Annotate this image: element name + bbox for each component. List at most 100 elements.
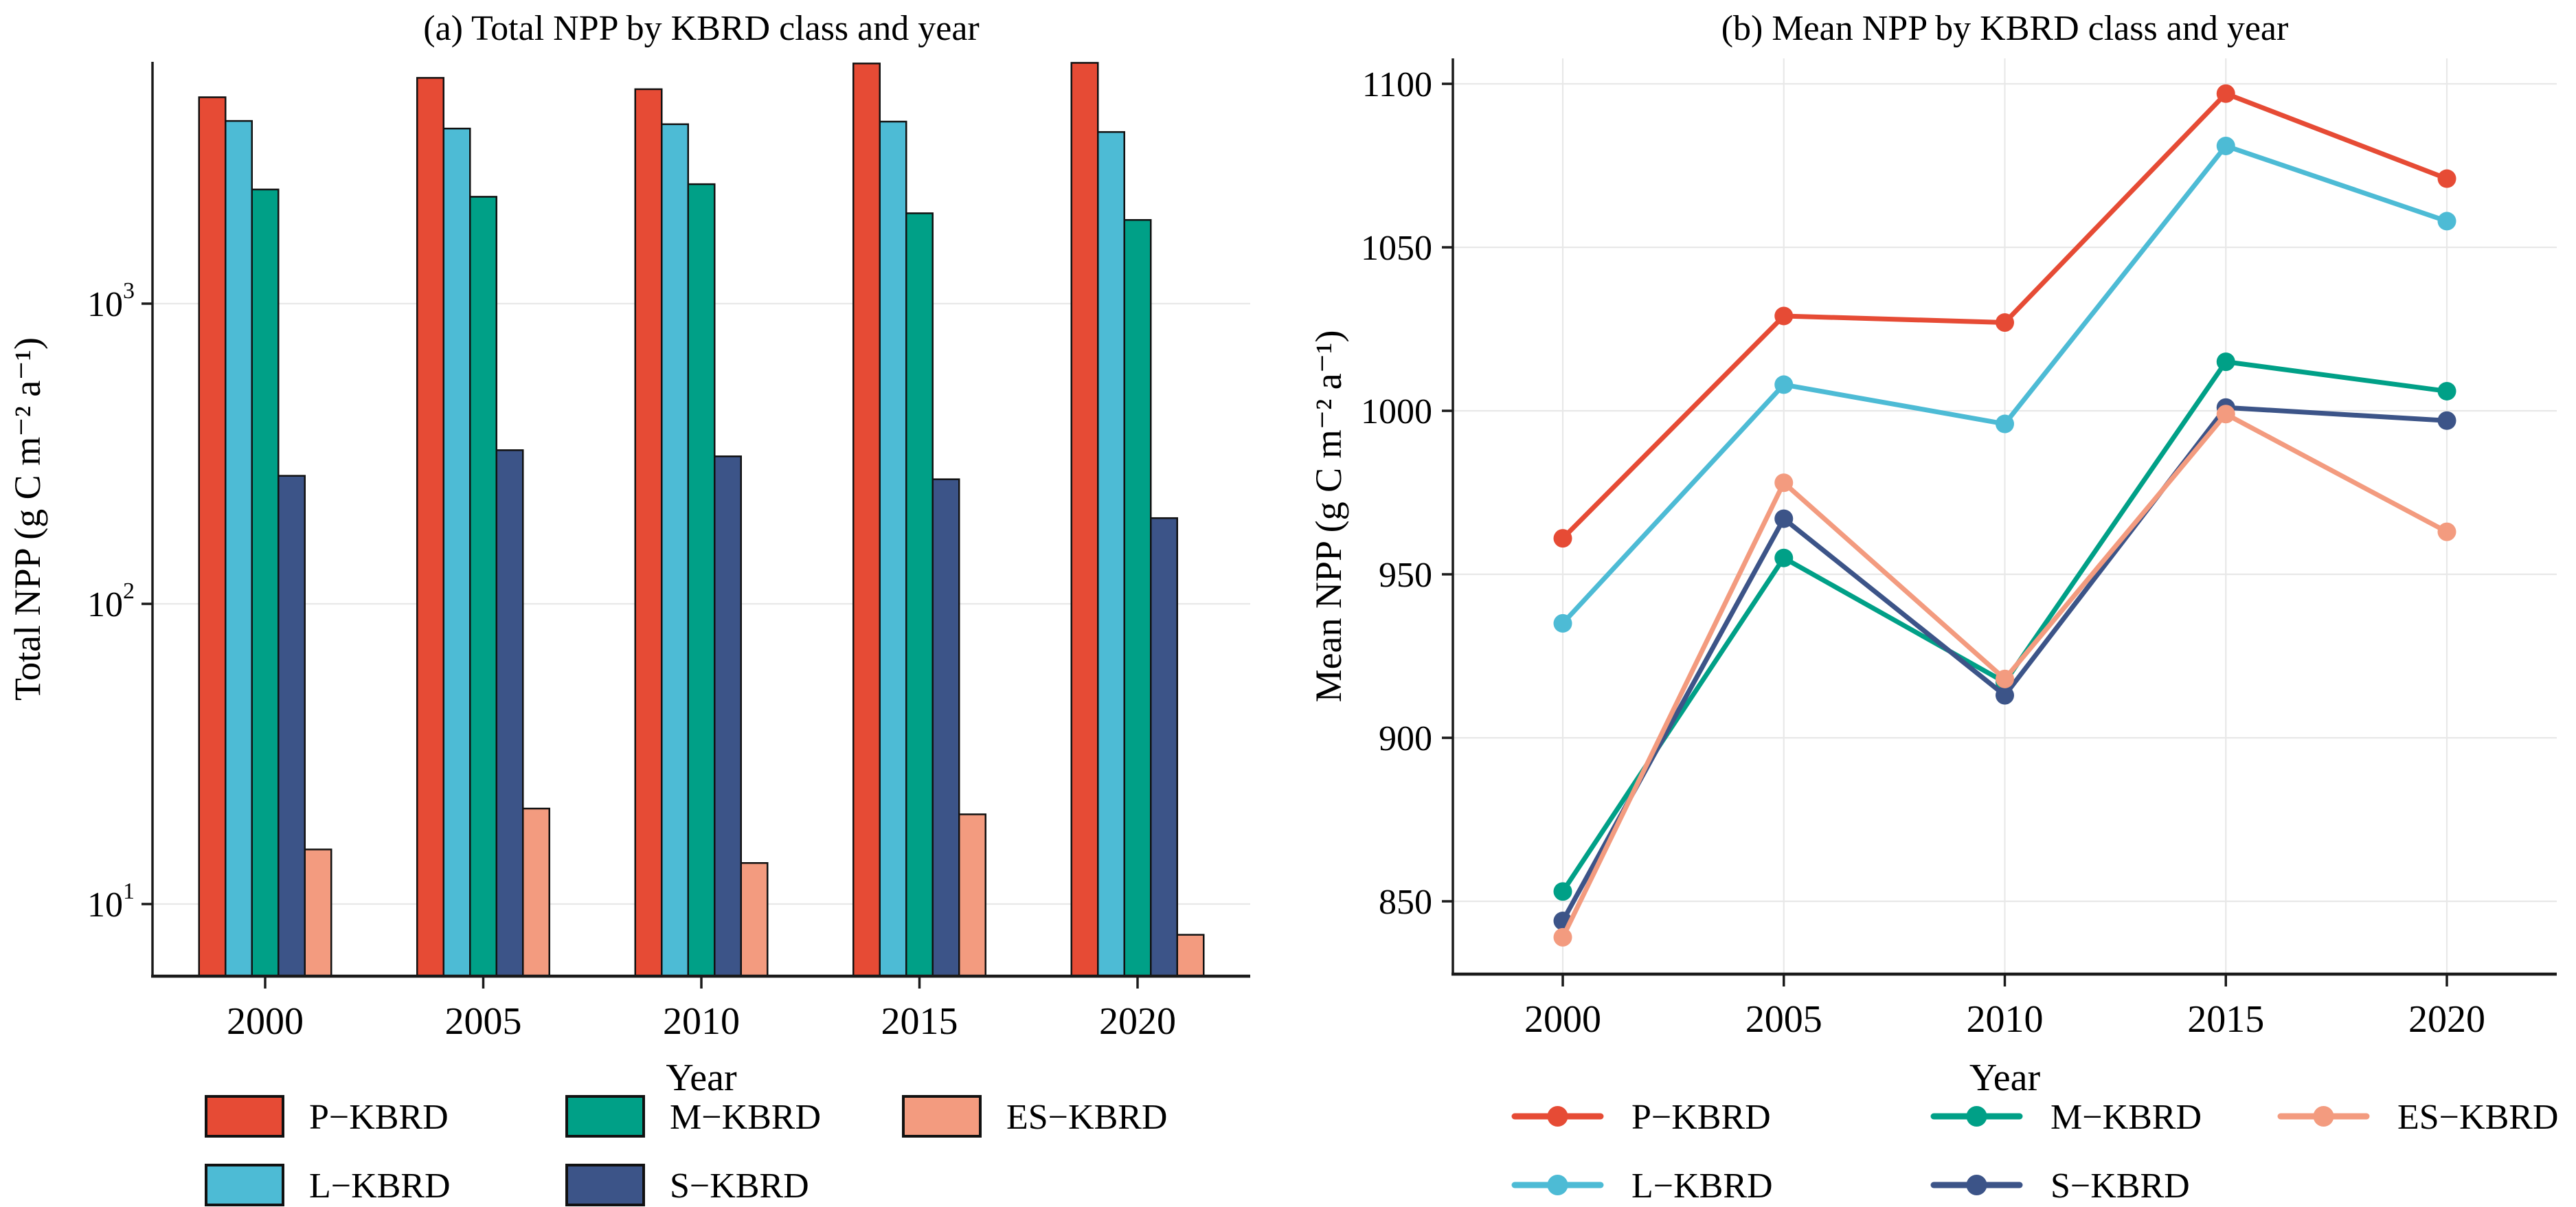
data-point-2020	[2437, 381, 2456, 401]
bar-s-kbrd-2010	[714, 455, 742, 978]
series-l-kbrd	[1553, 136, 2456, 633]
x-tick-label: 2005	[445, 1000, 522, 1043]
data-point-2015	[2216, 352, 2235, 372]
legend-item-m-kbrd: M−KBRD	[1930, 1098, 2202, 1137]
y-tick-label: 1100	[1362, 65, 1432, 104]
x-tick-label: 2020	[1099, 1000, 1176, 1043]
legend-swatch	[902, 1095, 982, 1138]
data-point-2020	[2437, 169, 2456, 188]
panel-b-xlabel: Year	[1969, 1057, 2041, 1099]
data-point-2015	[2216, 84, 2235, 103]
x-tick-label: 2015	[2187, 998, 2264, 1041]
panel-b-title: (b) Mean NPP by KBRD class and year	[1721, 9, 2289, 48]
y-tick-label: 1000	[1361, 392, 1432, 431]
bar-m-kbrd-2015	[905, 212, 934, 978]
bar-s-kbrd-2015	[931, 478, 960, 978]
legend-item-l-kbrd: L−KBRD	[205, 1164, 451, 1206]
data-point-2005	[1774, 375, 1794, 394]
legend-dot-marker	[1966, 1175, 1987, 1195]
y-tick-label: 850	[1379, 883, 1432, 922]
data-point-2020	[2437, 522, 2456, 541]
bar-l-kbrd-2015	[879, 120, 907, 978]
legend-label: L−KBRD	[1631, 1166, 1773, 1206]
bar-l-kbrd-2005	[442, 127, 471, 978]
bar-m-kbrd-2010	[687, 183, 716, 978]
legend-label: ES−KBRD	[1006, 1098, 1167, 1137]
legend-dot-marker	[1966, 1106, 1987, 1127]
x-tick-label: 2010	[1967, 998, 2044, 1041]
legend-item-s-kbrd: S−KBRD	[565, 1164, 809, 1206]
data-point-2010	[1996, 414, 2014, 433]
bar-es-kbrd-2000	[304, 848, 332, 978]
y-tick-label: 102	[87, 578, 135, 624]
y-tick-label: 103	[87, 278, 135, 324]
data-point-2015	[2216, 405, 2235, 424]
data-point-2005	[1774, 509, 1794, 528]
bar-p-kbrd-2010	[634, 88, 663, 978]
data-point-2005	[1774, 473, 1794, 493]
legend-label: S−KBRD	[670, 1166, 809, 1206]
panel-b-ylabel: Mean NPP (g C m⁻² a⁻¹)	[1308, 330, 1349, 703]
legend-dot-marker	[1547, 1175, 1568, 1195]
data-point-2020	[2437, 212, 2456, 231]
legend-swatch	[205, 1164, 284, 1206]
legend-item-p-kbrd: P−KBRD	[205, 1095, 449, 1138]
panel-a-xlabel: Year	[666, 1057, 737, 1099]
legend-label: P−KBRD	[309, 1098, 449, 1137]
bar-p-kbrd-2020	[1070, 62, 1099, 978]
bar-es-kbrd-2005	[522, 807, 550, 978]
legend-item-es-kbrd: ES−KBRD	[2277, 1098, 2558, 1137]
legend-item-l-kbrd: L−KBRD	[1511, 1166, 1773, 1206]
bar-s-kbrd-2020	[1150, 517, 1178, 978]
x-tick-label: 2010	[663, 1000, 740, 1043]
bar-es-kbrd-2015	[958, 813, 986, 978]
bar-l-kbrd-2010	[661, 123, 689, 978]
bar-p-kbrd-2005	[416, 77, 444, 978]
panel-b-mean-npp-chart: 850 900 950 1000 1050 1100 2000 2005 2010 2015 202…	[1308, 9, 2558, 1206]
bar-m-kbrd-2005	[469, 196, 497, 978]
data-point-2000	[1553, 529, 1572, 548]
data-point-2020	[2437, 411, 2456, 430]
bar-p-kbrd-2000	[198, 96, 227, 978]
data-point-2005	[1774, 548, 1794, 567]
bar-s-kbrd-2000	[278, 475, 306, 978]
bar-es-kbrd-2010	[740, 862, 769, 978]
x-tick-label: 2000	[1524, 998, 1601, 1041]
legend-item-m-kbrd: M−KBRD	[565, 1095, 821, 1138]
data-point-2005	[1774, 306, 1794, 326]
bar-l-kbrd-2000	[225, 120, 253, 978]
series-es-kbrd	[1553, 405, 2456, 947]
legend-item-es-kbrd: ES−KBRD	[902, 1095, 1167, 1138]
legend-label: P−KBRD	[1631, 1098, 1771, 1137]
legend-label: L−KBRD	[309, 1166, 451, 1206]
legend-label: ES−KBRD	[2397, 1098, 2558, 1137]
data-point-2010	[1996, 313, 2014, 332]
x-tick-label: 2005	[1745, 998, 1822, 1041]
legend-dot-marker	[1547, 1106, 1568, 1127]
bar-m-kbrd-2020	[1123, 218, 1152, 978]
y-tick-label: 950	[1379, 556, 1432, 595]
series-p-kbrd	[1553, 84, 2456, 548]
panel-a-title: (a) Total NPP by KBRD class and year	[423, 9, 979, 48]
legend-item-s-kbrd: S−KBRD	[1930, 1166, 2190, 1206]
legend-swatch	[205, 1095, 284, 1138]
bar-p-kbrd-2015	[852, 63, 881, 978]
legend-swatch	[565, 1095, 645, 1138]
bar-s-kbrd-2005	[495, 449, 524, 978]
data-point-2015	[2216, 136, 2235, 155]
x-tick-label: 2015	[881, 1000, 958, 1043]
panel-a-ylabel: Total NPP (g C m⁻² a⁻¹)	[7, 337, 48, 701]
legend-swatch	[565, 1164, 645, 1206]
data-point-2010	[1996, 669, 2014, 688]
y-tick-label: 900	[1379, 719, 1432, 758]
x-tick-label: 2000	[227, 1000, 304, 1043]
bar-es-kbrd-2020	[1176, 934, 1205, 978]
y-tick-label: 101	[87, 879, 135, 925]
panel-a-total-npp-chart: 101 102 103 2000 2005 2010 2015 2020 (a) Total N…	[7, 9, 1250, 1206]
legend-label: S−KBRD	[2050, 1166, 2190, 1206]
data-point-2000	[1553, 613, 1572, 633]
legend-item-p-kbrd: P−KBRD	[1511, 1098, 1771, 1137]
data-point-2010	[1996, 686, 2014, 705]
